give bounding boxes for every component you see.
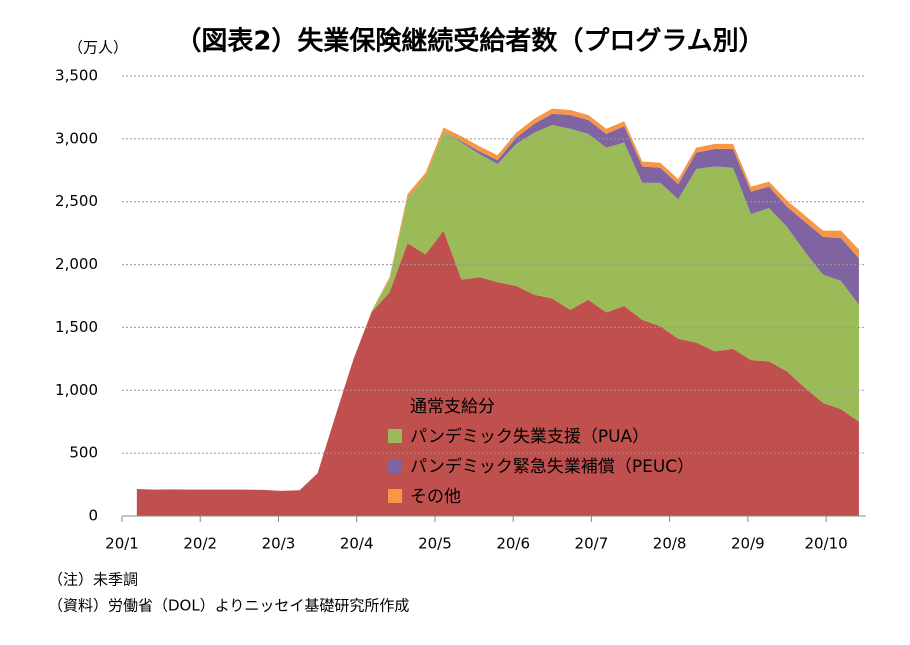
x-tick-label: 20/7 <box>575 535 609 553</box>
x-tick-label: 20/3 <box>262 535 296 553</box>
x-tick-label: 20/6 <box>496 535 530 553</box>
area <box>136 230 859 516</box>
legend-label: 通常支給分 <box>410 397 495 417</box>
x-tick-label: 20/8 <box>653 535 687 553</box>
y-tick-label: 2,000 <box>55 255 98 273</box>
legend-swatch <box>388 489 402 503</box>
legend-label: パンデミック緊急失業補償（PEUC） <box>410 456 694 477</box>
legend-swatch <box>388 399 402 413</box>
x-tick-label: 20/5 <box>418 535 452 553</box>
legend-label: パンデミック失業支援（PUA） <box>410 426 649 447</box>
y-tick-label: 1,000 <box>55 381 98 399</box>
legend-swatch <box>388 459 402 473</box>
y-tick-label: 2,500 <box>55 192 98 210</box>
y-tick-label: 500 <box>69 444 98 462</box>
y-tick-label: 3,000 <box>55 129 98 147</box>
note: （注）未季調 <box>48 571 138 589</box>
y-tick-label: 1,500 <box>55 318 98 336</box>
x-tick-label: 20/10 <box>804 535 847 553</box>
legend-swatch <box>388 429 402 443</box>
x-tick-label: 20/1 <box>105 535 139 553</box>
legend-label: その他 <box>410 487 461 507</box>
x-tick-label: 20/4 <box>340 535 374 553</box>
y-tick-label: 0 <box>88 507 98 525</box>
y-tick-label: 3,500 <box>55 67 98 85</box>
note: （資料）労働省（DOL）よりニッセイ基礎研究所作成 <box>48 597 409 615</box>
y-axis-unit: （万人） <box>68 39 128 57</box>
chart-title: （図表2）失業保険継続受給者数（プログラム別） <box>175 26 764 57</box>
areas <box>136 108 859 516</box>
area <box>136 125 859 491</box>
x-tick-label: 20/2 <box>183 535 217 553</box>
x-tick-label: 20/9 <box>731 535 765 553</box>
